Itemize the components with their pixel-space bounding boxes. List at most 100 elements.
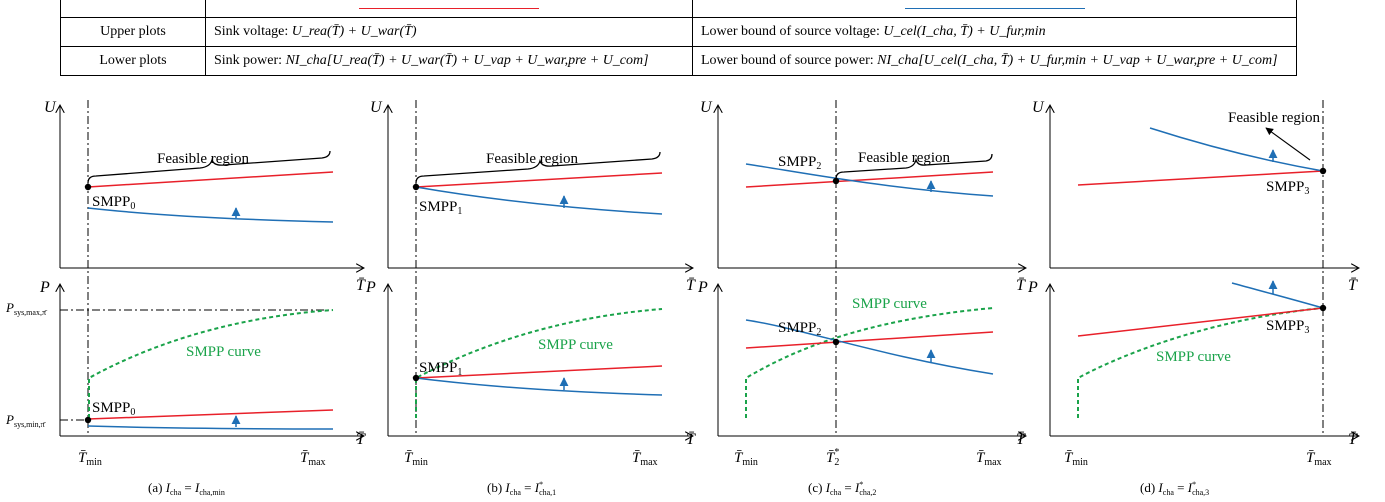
panel-a-lower-x-label: T̄ [356, 431, 366, 448]
panel-c-upper-x-label: T̄ [1016, 277, 1026, 294]
sink-voltage-expr: U_rea(T̄) + U_war(T̄) [291, 24, 417, 39]
legend-table: Upper plots Sink voltage: U_rea(T̄) + U_… [60, 0, 1297, 76]
panel-b-lower-y-label: P [365, 279, 376, 296]
panel-c-upper-y-label: U [700, 99, 713, 116]
source-line-swatch [904, 8, 1085, 9]
panel-c-lower-x-label: T̄ [1016, 431, 1026, 448]
panel-b-smpp-curve-label: SMPP curve [538, 337, 613, 353]
panel-b-lower-source-curve [415, 377, 663, 396]
panel-d-tmax-label: T̄max [1306, 450, 1332, 468]
panel-c-feasible-region-label: Feasible region [858, 150, 951, 166]
panel-b-caption: (b) Icha = I* cha,1 [487, 480, 556, 497]
panel-a-upper-sink-line [87, 171, 334, 188]
panel-a-smpp-point-lower [84, 416, 92, 424]
table-row-lower: Lower plots Sink power: NI_cha[U_rea(T̄)… [60, 46, 1297, 76]
panel-d-lower-y-label: P [1027, 279, 1038, 296]
panel-c-tmax-label: T̄max [976, 450, 1002, 468]
source-power-cell: Lower bound of source power: NI_cha[U_ce… [692, 46, 1297, 76]
panel-d-upper-y-label: U [1032, 99, 1045, 116]
sink-line-swatch [359, 8, 539, 9]
sink-power-cell: Sink power: NI_cha[U_rea(T̄) + U_war(T̄)… [205, 46, 693, 76]
panel-a-upper-x-label: T̄ [356, 277, 366, 294]
panel-a: U T̄ Feasible region SMPP0 P T̄ Psys,max… [5, 99, 366, 497]
panel-d-smpp-point-upper [1319, 167, 1327, 175]
panel-b-smpp-point-lower [412, 374, 420, 382]
panel-a-upper-source-curve [87, 207, 334, 223]
panel-d-smpp3-label-upper: SMPP3 [1266, 179, 1309, 197]
panel-d-caption: (d) Icha = I* cha,3 [1140, 480, 1209, 497]
panel-c-smpp2-label-upper: SMPP2 [778, 154, 821, 172]
panel-c-lower-sink-line [745, 331, 994, 349]
panel-a-tmin-label: T̄min [78, 450, 102, 468]
panel-c-t2star-label: T̄* 2 [826, 447, 839, 468]
sink-power-expr: NI_cha[U_rea(T̄) + U_war(T̄) + U_vap + U… [285, 53, 649, 68]
row-name: Upper plots [60, 17, 206, 47]
panel-d-lower-x-label: T̄ [1348, 431, 1358, 448]
panel-b-upper-sink-line [415, 172, 663, 188]
panel-b-feasible-region-label: Feasible region [486, 151, 579, 167]
panel-d-smpp3-label-lower: SMPP3 [1266, 318, 1309, 336]
panel-d-lower-sink-line [1077, 307, 1324, 337]
panel-d-lower-source-curve [1231, 282, 1324, 309]
panel-b: U T̄ Feasible region SMPP1 P T̄ SMPP cur… [365, 99, 696, 497]
panel-d-tmin-label: T̄min [1064, 450, 1088, 468]
panel-c-feasible-brace [835, 153, 993, 180]
panel-b-lower-x-label: T̄ [686, 431, 696, 448]
panel-a-smpp0-label-upper: SMPP0 [92, 194, 135, 212]
panel-b-tmin-label: T̄min [404, 450, 428, 468]
panel-b-feasible-brace [415, 151, 661, 184]
panel-c-upper-sink-line [745, 171, 994, 188]
panel-a-upper-y-label: U [44, 99, 57, 116]
panel-c-smpp-point-lower [832, 338, 840, 346]
table-row-upper: Upper plots Sink voltage: U_rea(T̄) + U_… [60, 17, 1297, 47]
panel-a-feasible-region-label: Feasible region [157, 151, 250, 167]
source-power-label: Lower bound of source power: [701, 53, 874, 68]
panel-c-smpp-point-upper [832, 177, 840, 185]
panel-a-smpp-curve [88, 309, 334, 418]
panel-b-upper-x-label: T̄ [686, 277, 696, 294]
panel-a-smpp-point-upper [84, 183, 92, 191]
panel-c-tmin-label: T̄min [734, 450, 758, 468]
panel-a-pmin-label: Psys,min,π̄ [5, 412, 47, 429]
source-power-expr: NI_cha[U_cel(I_cha, T̄) + U_fur,min + U_… [877, 53, 1278, 68]
panel-b-smpp1-label-upper: SMPP1 [419, 199, 462, 217]
source-voltage-label: Lower bound of source voltage: [701, 24, 880, 39]
panel-d-upper-sink-line [1077, 170, 1324, 186]
panel-d-smpp-point-lower [1319, 304, 1327, 312]
panel-d-feasible-region-label: Feasible region [1228, 110, 1321, 126]
panel-a-caption: (a) Icha = Icha,min [148, 480, 225, 497]
sink-voltage-label: Sink voltage: [214, 24, 289, 39]
panel-c-upper-source-curve [745, 163, 994, 197]
panel-a-smpp0-label-lower: SMPP0 [92, 400, 135, 418]
panel-a-pmax-label: Psys,max,π̄ [5, 300, 48, 317]
panel-c-lower-source-curve [745, 319, 994, 375]
panel-d: U T̄ Feasible region SMPP3 P T̄ SMPP cur… [1027, 99, 1358, 497]
panel-b-smpp1-label-lower: SMPP1 [419, 360, 462, 378]
panel-d-upper-x-label: T̄ [1348, 277, 1358, 294]
panel-a-lower-source-curve [87, 425, 334, 430]
panel-d-feasible-pointer [1265, 127, 1311, 161]
panel-b-lower-sink-line [415, 365, 663, 379]
panel-b-smpp-point-upper [412, 183, 420, 191]
panel-c-smpp2-label-lower: SMPP2 [778, 320, 821, 338]
panel-c-lower-y-label: P [697, 279, 708, 296]
panel-c: U T̄ Feasible region SMPP2 P T̄ SMPP cur… [697, 99, 1026, 497]
sink-voltage-cell: Sink voltage: U_rea(T̄) + U_war(T̄) [205, 17, 693, 47]
sink-power-label: Sink power: [214, 53, 283, 68]
source-voltage-expr: U_cel(I_cha, T̄) + U_fur,min [883, 24, 1046, 39]
panel-b-upper-y-label: U [370, 99, 383, 116]
panel-c-smpp-curve-label: SMPP curve [852, 296, 927, 312]
panel-d-smpp-curve-label: SMPP curve [1156, 349, 1231, 365]
panel-c-caption: (c) Icha = I* cha,2 [808, 480, 876, 497]
panel-a-feasible-brace [87, 150, 331, 184]
panel-b-tmax-label: T̄max [632, 450, 658, 468]
panel-c-smpp-curve [745, 307, 994, 418]
panel-d-upper-source-curve [1149, 127, 1324, 172]
panel-a-lower-sink-line [87, 409, 334, 420]
panel-b-smpp-curve [415, 308, 663, 418]
panel-a-lower-y-label: P [39, 279, 50, 296]
panel-b-upper-source-curve [415, 186, 663, 215]
panel-a-tmax-label: T̄max [300, 450, 326, 468]
panel-a-smpp-curve-label: SMPP curve [186, 344, 261, 360]
